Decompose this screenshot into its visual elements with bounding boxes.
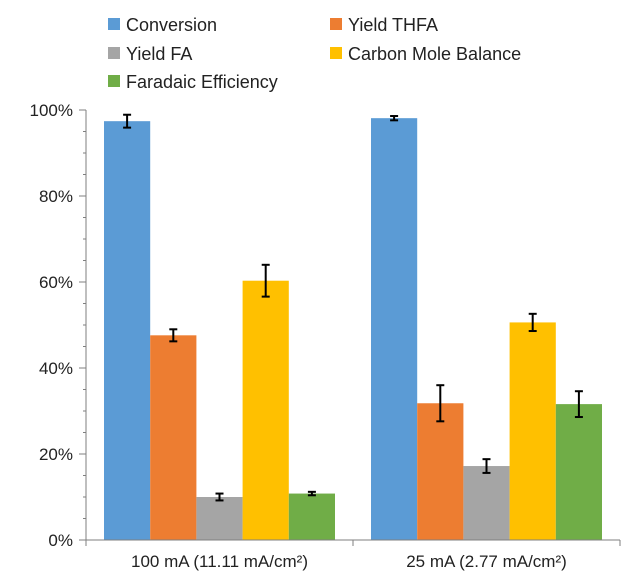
bar [242, 280, 289, 540]
y-axis: 0% 20% 40% 60% 80% 100% [30, 101, 87, 550]
x-axis: 100 mA (11.11 mA/cm²) 25 mA (2.77 mA/cm²) [85, 539, 621, 571]
legend-label: Yield FA [126, 44, 192, 64]
legend-swatch [108, 47, 120, 59]
bar [288, 493, 335, 540]
y-tick-label: 100% [30, 101, 73, 120]
bar [371, 118, 418, 541]
legend-swatch [330, 47, 342, 59]
x-tick-label: 100 mA (11.11 mA/cm²) [131, 552, 308, 571]
legend-label: Conversion [126, 15, 217, 35]
bar [417, 403, 464, 540]
legend-label: Yield THFA [348, 15, 438, 35]
bar [150, 335, 197, 540]
y-tick-label: 0% [48, 531, 73, 550]
legend-label: Faradaic Efficiency [126, 72, 278, 92]
bar [104, 121, 151, 541]
legend-label: Carbon Mole Balance [348, 44, 521, 64]
y-tick-label: 80% [39, 187, 73, 206]
y-tick-label: 60% [39, 273, 73, 292]
legend-swatch [330, 18, 342, 30]
legend: Conversion Yield THFA Yield FA Carbon Mole … [108, 15, 521, 92]
bar [509, 322, 556, 540]
y-tick-label: 40% [39, 359, 73, 378]
x-tick-label: 25 mA (2.77 mA/cm²) [406, 552, 567, 571]
legend-swatch [108, 75, 120, 87]
y-tick-label: 20% [39, 445, 73, 464]
bar [555, 404, 602, 540]
legend-swatch [108, 18, 120, 30]
bar [463, 466, 510, 540]
bars [104, 113, 602, 541]
bar [196, 497, 243, 540]
